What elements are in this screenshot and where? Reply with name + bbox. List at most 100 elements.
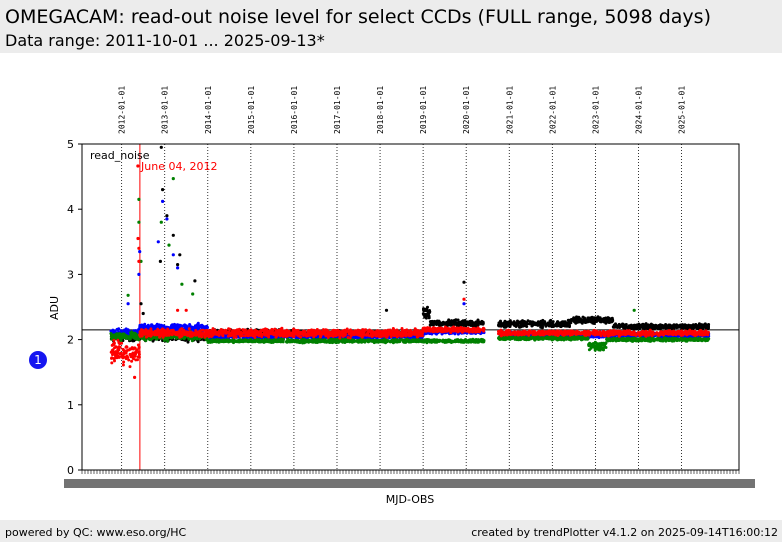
data-point <box>632 326 636 330</box>
data-point <box>663 325 667 329</box>
data-point <box>155 337 159 341</box>
data-point <box>590 317 594 321</box>
data-point <box>176 323 180 327</box>
data-point <box>430 320 434 324</box>
data-point <box>171 233 175 237</box>
data-point <box>595 320 599 323</box>
data-point <box>619 324 623 328</box>
data-point <box>656 326 660 330</box>
data-point <box>512 321 516 325</box>
data-point <box>568 318 572 322</box>
data-point <box>117 327 121 331</box>
data-point <box>129 333 133 337</box>
data-point <box>640 324 643 328</box>
data-point <box>435 319 439 323</box>
data-point <box>190 339 194 343</box>
data-point <box>523 320 526 323</box>
data-point <box>649 322 653 326</box>
data-point <box>462 322 466 326</box>
data-point <box>540 326 544 330</box>
data-point <box>578 320 582 324</box>
page-subtitle: Data range: 2011-10-01 ... 2025-09-13* <box>5 31 325 50</box>
data-point <box>559 325 563 329</box>
data-point <box>161 199 165 203</box>
data-point <box>126 302 130 306</box>
data-point <box>523 322 527 326</box>
data-point <box>598 317 602 321</box>
data-point <box>594 317 598 320</box>
data-point <box>161 188 165 192</box>
data-point <box>513 324 517 327</box>
data-point <box>195 337 199 341</box>
data-point <box>133 335 137 339</box>
data-point <box>178 253 182 257</box>
data-point <box>622 325 626 329</box>
annotation-marker <box>136 164 140 168</box>
data-point <box>109 332 113 335</box>
data-point <box>519 325 523 329</box>
data-point <box>469 321 473 325</box>
data-point <box>503 324 507 328</box>
data-point <box>448 321 452 325</box>
data-point <box>502 321 506 325</box>
data-point <box>124 337 128 340</box>
data-point <box>428 323 432 327</box>
data-point <box>500 324 504 328</box>
data-point <box>556 320 559 324</box>
data-point <box>526 319 530 323</box>
year-grid <box>82 144 739 470</box>
data-point <box>575 315 578 319</box>
header-bar: OMEGACAM: read-out noise level for selec… <box>0 0 782 53</box>
data-point <box>653 324 657 328</box>
data-point <box>678 323 682 327</box>
data-point <box>509 320 512 324</box>
data-point <box>150 323 154 327</box>
data-point <box>384 308 389 312</box>
data-point <box>456 318 460 322</box>
data-point <box>137 272 141 276</box>
data-point <box>183 324 187 328</box>
data-point <box>128 337 131 341</box>
data-point <box>651 326 655 330</box>
data-point <box>196 340 200 344</box>
data-point <box>497 323 500 327</box>
data-point <box>165 217 169 221</box>
data-point <box>644 322 648 326</box>
data-point <box>610 316 614 320</box>
data-point <box>138 250 142 254</box>
data-point <box>193 279 197 283</box>
data-point <box>166 339 170 343</box>
data-point <box>441 322 445 326</box>
data-point <box>689 325 693 329</box>
data-point <box>505 322 509 326</box>
data-point <box>481 320 485 324</box>
data-point <box>607 319 611 322</box>
data-point <box>205 325 209 329</box>
data-point <box>143 322 147 326</box>
data-point <box>706 325 710 329</box>
data-point <box>611 319 615 323</box>
data-point <box>567 324 571 328</box>
data-point <box>465 320 469 324</box>
data-point <box>553 324 557 328</box>
data-point <box>696 326 699 330</box>
data-point <box>673 324 677 328</box>
data-point <box>188 323 192 327</box>
data-point <box>118 336 122 340</box>
data-point <box>546 321 550 325</box>
data-point <box>141 311 145 316</box>
data-point <box>126 331 130 335</box>
data-point <box>196 321 200 325</box>
data-point <box>427 316 431 320</box>
data-point <box>176 263 180 267</box>
data-point <box>572 316 576 320</box>
data-point <box>547 324 551 328</box>
data-point <box>529 320 533 324</box>
chart: 2012-01-01 2013-01-01 2014-01-01 2015-01-01… <box>48 86 755 506</box>
page-title: OMEGACAM: read-out noise level for selec… <box>5 6 711 28</box>
data-point <box>171 253 175 257</box>
data-point <box>548 319 552 323</box>
data-point <box>635 327 639 331</box>
data-point <box>558 321 562 325</box>
data-point <box>437 323 441 327</box>
